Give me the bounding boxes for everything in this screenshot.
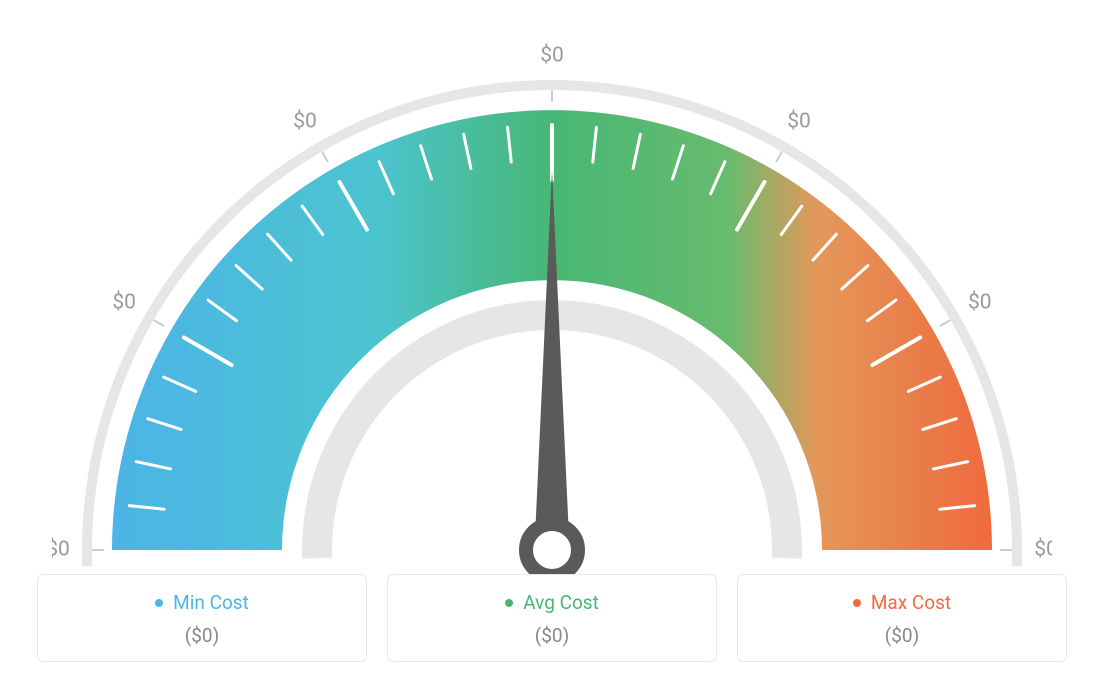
gauge-tick-label: $0 (787, 110, 811, 134)
gauge-tick-label: $0 (293, 110, 317, 134)
gauge-ring-tick (940, 320, 950, 326)
legend-label-text: Avg Cost (523, 591, 599, 614)
dot-icon (505, 599, 513, 607)
legend-value-min: ($0) (58, 624, 346, 647)
gauge-tick-label: $0 (1034, 538, 1052, 562)
legend-card-max: Max Cost ($0) (737, 574, 1067, 662)
legend-row: Min Cost ($0) Avg Cost ($0) Max Cost ($0… (37, 574, 1067, 662)
legend-label-text: Max Cost (871, 591, 951, 614)
gauge-chart: $0 $0 $0 $0 $0 $0 $0 (52, 20, 1052, 580)
legend-label-min: Min Cost (155, 591, 249, 614)
gauge-ring-tick (776, 152, 782, 162)
legend-label-text: Min Cost (173, 591, 249, 614)
dot-icon (853, 599, 861, 607)
legend-value-max: ($0) (758, 624, 1046, 647)
gauge-tick-label: $0 (52, 538, 70, 562)
gauge-tick-label: $0 (540, 44, 564, 68)
legend-label-max: Max Cost (853, 591, 951, 614)
gauge-ring-tick (154, 320, 164, 326)
legend-value-avg: ($0) (408, 624, 696, 647)
gauge-svg: $0 $0 $0 $0 $0 $0 $0 (52, 20, 1052, 580)
dot-icon (155, 599, 163, 607)
gauge-tick-label: $0 (112, 291, 136, 315)
legend-label-avg: Avg Cost (505, 591, 599, 614)
gauge-needle-hub (526, 524, 578, 576)
legend-card-avg: Avg Cost ($0) (387, 574, 717, 662)
legend-card-min: Min Cost ($0) (37, 574, 367, 662)
gauge-ring-tick (322, 152, 328, 162)
gauge-tick-label: $0 (968, 291, 992, 315)
